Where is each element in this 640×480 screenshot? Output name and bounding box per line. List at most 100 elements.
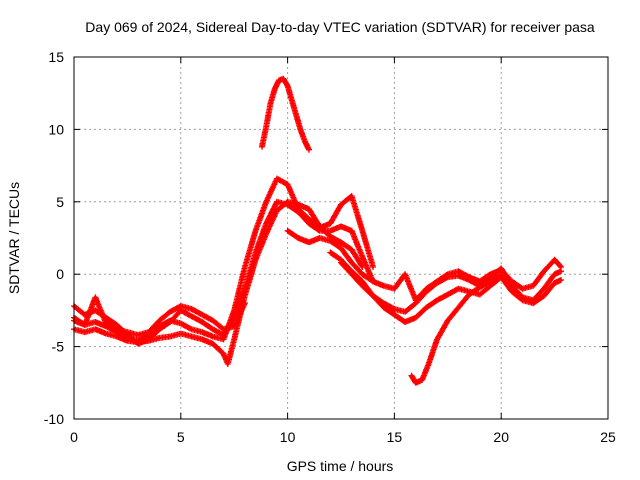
data-point bbox=[521, 299, 524, 302]
data-point bbox=[115, 335, 118, 338]
data-point bbox=[542, 294, 546, 298]
data-point bbox=[420, 378, 424, 382]
data-point bbox=[286, 183, 289, 186]
data-point bbox=[275, 200, 279, 203]
data-point bbox=[190, 314, 193, 318]
x-tick-label: 20 bbox=[493, 429, 509, 445]
data-point bbox=[532, 284, 535, 287]
data-point bbox=[104, 332, 108, 335]
x-tick-label: 10 bbox=[280, 429, 296, 445]
data-point bbox=[446, 293, 449, 296]
data-point bbox=[275, 177, 279, 180]
series-track-g bbox=[338, 259, 564, 325]
data-point bbox=[222, 338, 225, 341]
x-axis-label: GPS time / hours bbox=[287, 458, 394, 474]
data-point bbox=[282, 77, 285, 80]
data-point bbox=[339, 261, 343, 264]
data-point bbox=[329, 235, 332, 238]
data-point bbox=[435, 299, 439, 302]
data-point bbox=[510, 290, 514, 293]
data-point bbox=[275, 209, 279, 212]
data-point bbox=[136, 341, 140, 344]
data-point bbox=[339, 225, 343, 228]
data-point bbox=[382, 306, 385, 309]
data-point bbox=[94, 296, 97, 299]
data-point bbox=[457, 274, 460, 277]
y-tick-label: -5 bbox=[52, 339, 65, 355]
data-point bbox=[297, 210, 300, 214]
data-point bbox=[371, 280, 375, 283]
data-point bbox=[158, 328, 161, 331]
axis-ticks: 0 5 10 15 20 25 -10 -5 0 5 10 15 bbox=[44, 49, 616, 445]
data-point bbox=[222, 333, 225, 337]
data-point bbox=[211, 335, 215, 338]
x-tick-label: 15 bbox=[387, 429, 403, 445]
data-point bbox=[427, 362, 430, 366]
data-point bbox=[211, 328, 215, 331]
data-point bbox=[94, 328, 97, 331]
data-point bbox=[299, 128, 302, 131]
data-point bbox=[489, 284, 492, 287]
data-point bbox=[350, 261, 353, 264]
data-point bbox=[371, 265, 375, 269]
data-points bbox=[71, 75, 564, 386]
data-point bbox=[265, 125, 268, 128]
data-point bbox=[435, 338, 439, 341]
data-point bbox=[168, 320, 172, 324]
data-point bbox=[446, 275, 449, 279]
data-point bbox=[94, 309, 97, 312]
data-point bbox=[489, 280, 492, 283]
data-point bbox=[542, 287, 546, 290]
data-point bbox=[318, 236, 321, 240]
data-point bbox=[297, 203, 300, 206]
data-point bbox=[115, 328, 118, 331]
data-point bbox=[277, 78, 281, 82]
data-point bbox=[382, 284, 385, 287]
data-point bbox=[136, 333, 140, 337]
data-point bbox=[350, 194, 353, 198]
data-point bbox=[467, 278, 471, 282]
data-point bbox=[147, 339, 150, 343]
data-point bbox=[339, 246, 343, 250]
series-track-h bbox=[408, 272, 505, 386]
data-point bbox=[260, 145, 264, 148]
data-point bbox=[403, 273, 407, 276]
data-point bbox=[307, 241, 311, 244]
data-point bbox=[329, 229, 332, 232]
data-point bbox=[559, 270, 563, 273]
y-tick-label: -10 bbox=[44, 411, 64, 427]
data-point bbox=[179, 322, 182, 325]
data-point bbox=[200, 320, 204, 324]
data-point bbox=[294, 113, 298, 117]
data-point bbox=[226, 362, 229, 366]
data-point bbox=[553, 273, 556, 276]
data-point bbox=[559, 265, 563, 269]
data-point bbox=[478, 293, 482, 296]
data-point bbox=[222, 352, 225, 356]
data-point bbox=[393, 287, 396, 290]
data-point bbox=[307, 207, 311, 211]
data-point bbox=[361, 265, 364, 269]
data-point bbox=[542, 270, 546, 273]
data-point bbox=[243, 265, 247, 269]
x-tick-label: 25 bbox=[600, 429, 616, 445]
data-point bbox=[115, 323, 118, 327]
data-point bbox=[410, 374, 413, 377]
data-point bbox=[243, 294, 247, 298]
data-point bbox=[521, 287, 524, 290]
data-point bbox=[126, 339, 129, 343]
data-point bbox=[179, 309, 182, 312]
data-point bbox=[371, 294, 375, 298]
data-point bbox=[361, 284, 364, 287]
data-point bbox=[179, 332, 182, 335]
data-point bbox=[190, 307, 193, 311]
data-point bbox=[273, 87, 276, 91]
data-point bbox=[361, 255, 364, 259]
x-tick-label: 5 bbox=[177, 429, 185, 445]
data-point bbox=[168, 335, 172, 338]
data-point bbox=[94, 320, 97, 324]
data-point bbox=[190, 328, 193, 331]
data-point bbox=[233, 325, 236, 328]
data-point bbox=[83, 330, 86, 334]
y-tick-label: 10 bbox=[48, 121, 64, 137]
